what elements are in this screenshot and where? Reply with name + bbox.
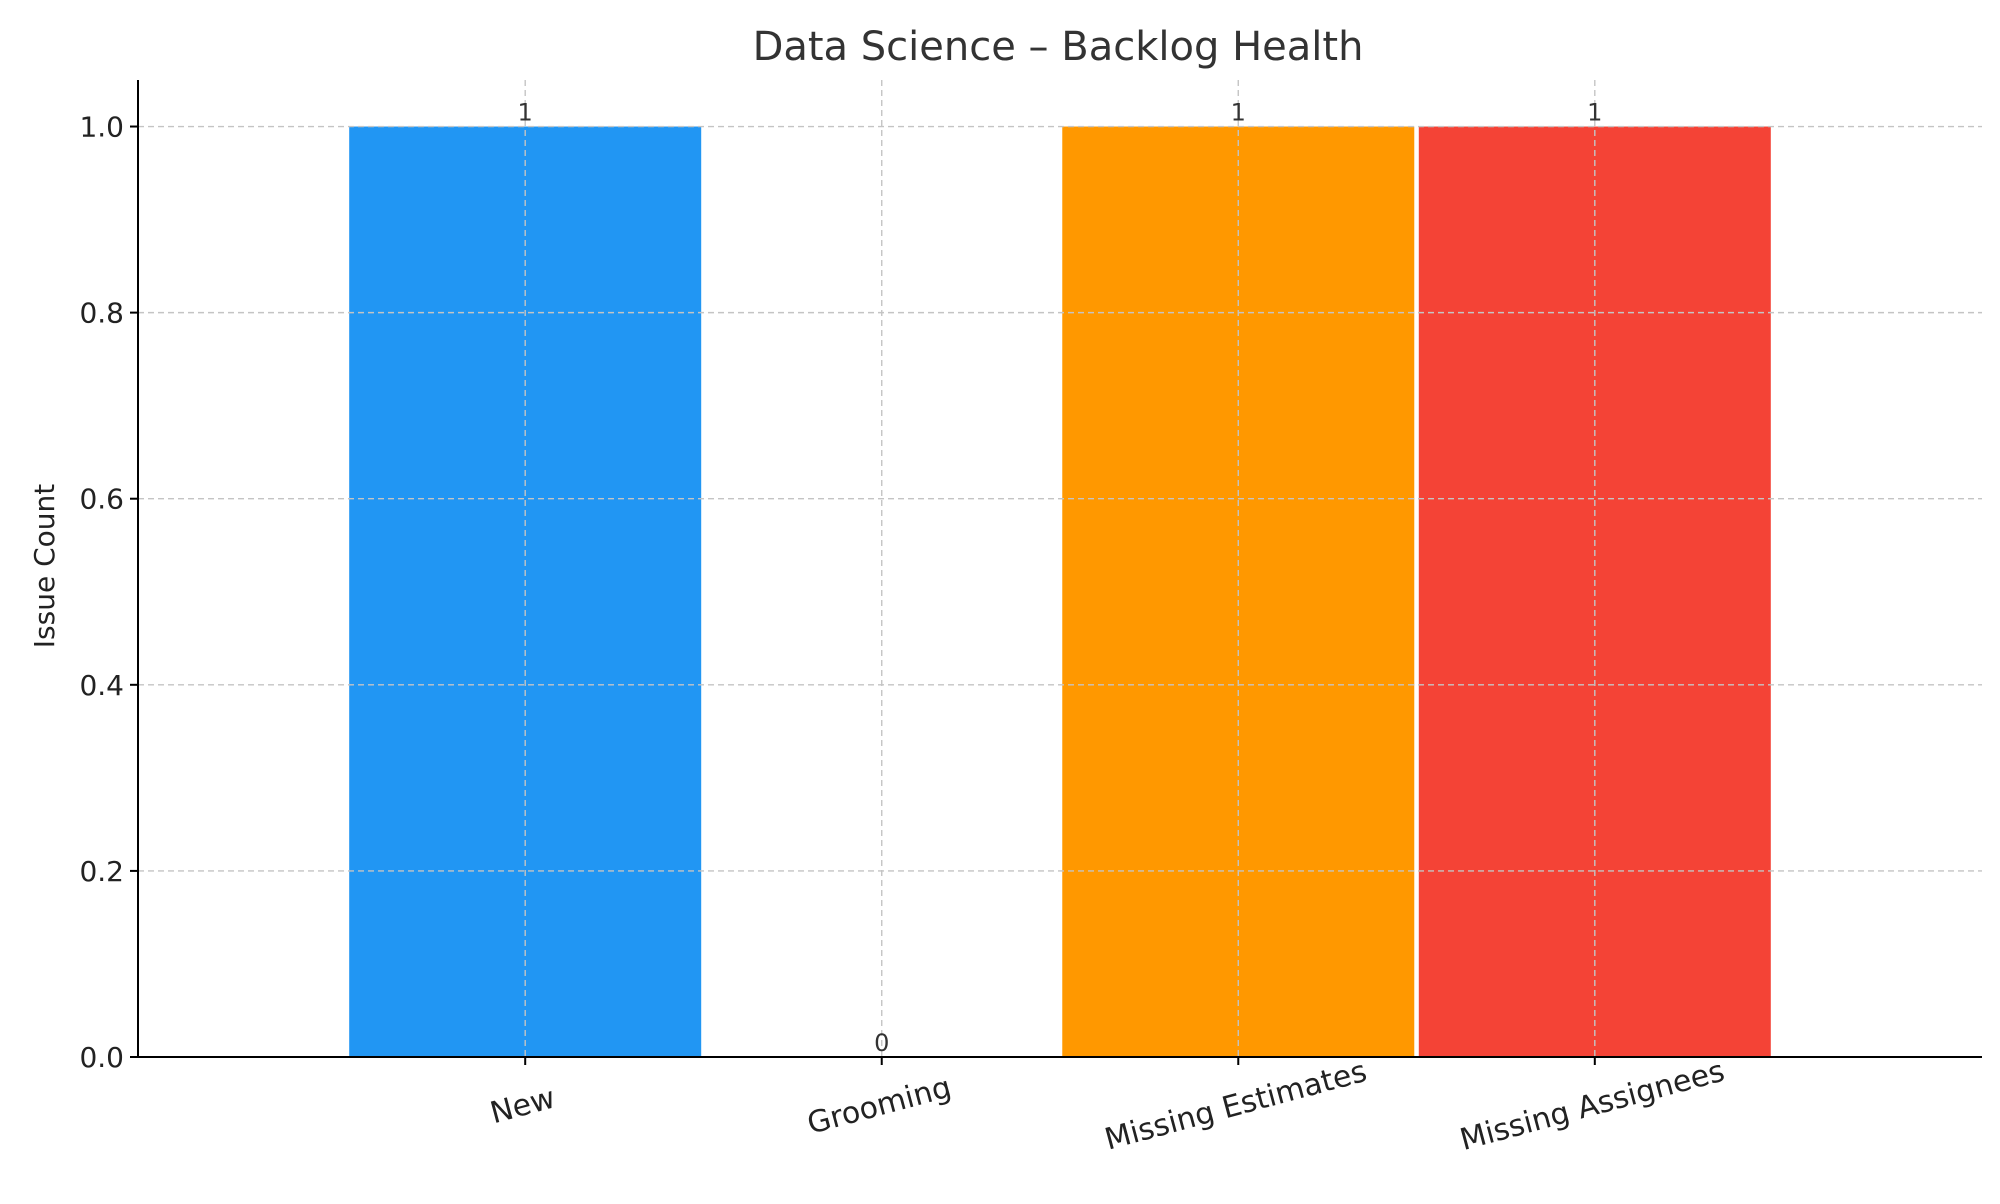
bar-value-label: 1 (1587, 99, 1602, 127)
chart-title: Data Science – Backlog Health (753, 24, 1364, 70)
y-tick-label: 1.0 (79, 111, 124, 144)
axes-layer (130, 80, 1982, 1065)
x-tick-label: Grooming (804, 1070, 955, 1142)
y-axis-label: Issue Count (28, 484, 61, 648)
y-tick-label: 0.6 (79, 483, 124, 516)
bar-value-label: 1 (1231, 99, 1246, 127)
x-tick-label: New (487, 1080, 559, 1131)
y-tick-label: 0.8 (79, 297, 124, 330)
y-tick-label: 0.2 (79, 855, 124, 888)
y-tick-label: 0.0 (79, 1041, 124, 1074)
bar-value-label: 1 (518, 99, 533, 127)
y-tick-label: 0.4 (79, 669, 124, 702)
x-tick-label: Missing Assignees (1456, 1054, 1728, 1158)
bar-value-label: 0 (874, 1029, 889, 1057)
x-tick-label: Missing Estimates (1101, 1054, 1370, 1158)
bars-layer (138, 80, 1982, 1058)
